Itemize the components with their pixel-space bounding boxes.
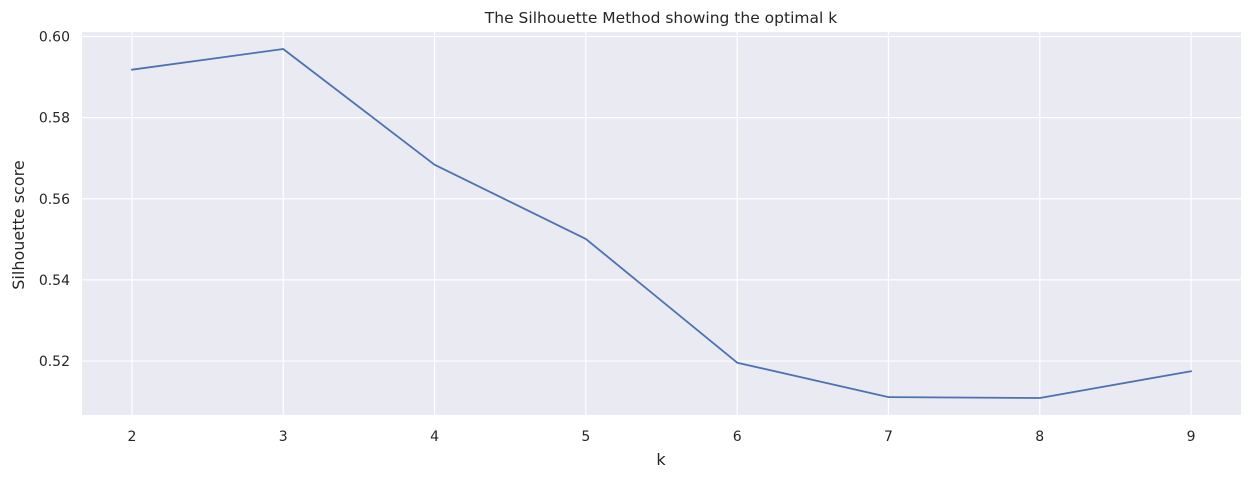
x-tick-label: 7: [884, 429, 893, 445]
x-tick-label: 9: [1187, 429, 1196, 445]
x-tick-label: 8: [1035, 429, 1044, 445]
x-tick-label: 6: [733, 429, 742, 445]
plot-area: [82, 32, 1241, 415]
y-tick-label: 0.52: [39, 354, 70, 370]
x-tick-label: 2: [127, 429, 136, 445]
y-tick-label: 0.56: [39, 192, 70, 208]
x-tick-label: 4: [430, 429, 439, 445]
y-tick-label: 0.58: [39, 111, 70, 127]
y-tick-label: 0.60: [39, 29, 70, 45]
y-tick-label: 0.54: [39, 273, 70, 289]
chart-title: The Silhouette Method showing the optima…: [484, 9, 837, 27]
y-tick-labels: 0.52 0.54 0.56 0.58 0.60: [39, 29, 70, 370]
grid-lines: [82, 32, 1241, 415]
x-axis-label: k: [656, 450, 666, 469]
silhouette-score-line: [131, 48, 1192, 399]
y-axis-label: Silhouette score: [9, 160, 28, 289]
x-tick-label: 3: [279, 429, 288, 445]
x-tick-label: 5: [581, 429, 590, 445]
x-tick-labels: 2 3 4 5 6 7 8 9: [127, 429, 1195, 445]
